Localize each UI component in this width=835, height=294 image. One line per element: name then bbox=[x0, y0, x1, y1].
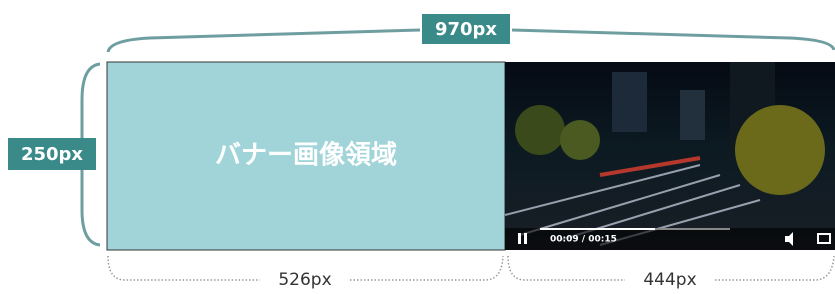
banner-label: バナー画像領域 bbox=[215, 140, 397, 171]
video-time: 00:09 / 00:15 bbox=[550, 235, 617, 245]
diagram: 970px 250px バナー画像領域 00:09 / 00:15 526px … bbox=[0, 0, 835, 290]
page: 970px 250px バナー画像領域 00:09 / 00:15 526px … bbox=[0, 0, 835, 290]
video-player bbox=[505, 62, 835, 250]
banner-width-label: 526px bbox=[278, 270, 331, 290]
video-width-label: 444px bbox=[643, 270, 696, 290]
height-label: 250px bbox=[21, 144, 83, 165]
width-label: 970px bbox=[435, 19, 497, 40]
